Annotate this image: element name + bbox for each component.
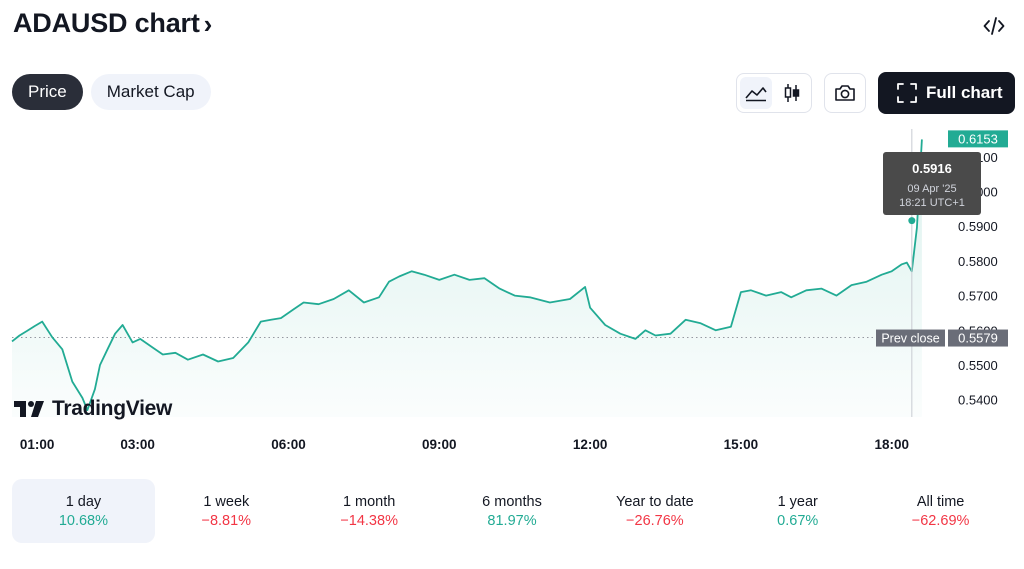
period-1-month[interactable]: 1 month −14.38% [298, 479, 441, 543]
last-price-badge [948, 130, 1008, 148]
tab-market-cap[interactable]: Market Cap [90, 74, 211, 110]
period-change: −26.76% [626, 512, 684, 529]
fullscreen-icon [897, 83, 917, 103]
price-tooltip: 0.5916 09 Apr '25 18:21 UTC+1 [883, 152, 981, 215]
period-performance-bar: 1 day 10.68% 1 week −8.81% 1 month −14.3… [12, 479, 1012, 543]
page-title: ADAUSD chart [13, 8, 200, 38]
line-chart-button[interactable] [740, 77, 772, 109]
period-1-day[interactable]: 1 day 10.68% [12, 479, 155, 543]
tab-price[interactable]: Price [12, 74, 83, 110]
chart-title-link[interactable]: ADAUSD chart › [13, 8, 212, 39]
chart-toolbar: Full chart [736, 72, 1015, 114]
y-tick-label: 0.5400 [958, 393, 998, 408]
period-change: 81.97% [487, 512, 537, 529]
period-year-to-date[interactable]: Year to date −26.76% [583, 479, 726, 543]
tooltip-time: 18:21 UTC+1 [899, 197, 965, 209]
tradingview-logo-icon [14, 401, 44, 417]
period-all-time[interactable]: All time −62.69% [869, 479, 1012, 543]
x-tick-label: 01:00 [20, 437, 55, 452]
price-chart[interactable]: 0.54000.55000.56000.57000.58000.59000.60… [0, 125, 1024, 460]
x-tick-label: 09:00 [422, 437, 457, 452]
y-tick-label: 0.5900 [958, 219, 998, 234]
x-tick-label: 18:00 [874, 437, 909, 452]
embed-code-button[interactable] [982, 14, 1006, 38]
prev-close-tag [876, 329, 945, 347]
period-change: 0.67% [777, 512, 819, 529]
price-chart-svg[interactable]: 0.54000.55000.56000.57000.58000.59000.60… [0, 125, 1024, 460]
period-label: 1 week [203, 493, 250, 510]
last-price-label: 0.6153 [958, 131, 998, 146]
x-tick-label: 15:00 [724, 437, 759, 452]
y-tick-label: 0.5500 [958, 358, 998, 373]
period-change: −8.81% [201, 512, 252, 529]
period-6-months[interactable]: 6 months 81.97% [441, 479, 584, 543]
price-area-fill [12, 139, 922, 417]
x-tick-label: 12:00 [573, 437, 608, 452]
chevron-right-icon: › [203, 8, 213, 39]
tradingview-wordmark: TradingView [52, 397, 173, 420]
y-tick-label: 0.5700 [958, 289, 998, 304]
tooltip-date: 09 Apr '25 [907, 183, 957, 195]
chart-mode-tabs: Price Market Cap [12, 74, 211, 110]
period-label: 6 months [482, 493, 542, 510]
full-chart-label: Full chart [926, 83, 1003, 102]
period-change: 10.68% [58, 512, 109, 529]
prev-close-value-label: 0.5579 [958, 331, 998, 346]
price-series-line [11, 139, 923, 411]
period-label: 1 month [342, 493, 396, 510]
period-label: 1 day [65, 493, 102, 510]
period-change: −62.69% [911, 512, 970, 529]
x-tick-label: 06:00 [271, 437, 306, 452]
camera-icon [835, 85, 855, 101]
period-label: 1 year [777, 493, 818, 510]
tooltip-value: 0.5916 [912, 161, 952, 176]
candlestick-button[interactable] [776, 77, 808, 109]
full-chart-button[interactable]: Full chart [878, 72, 1015, 114]
chart-type-group [736, 73, 812, 113]
prev-close-badge-label: Prev close [881, 332, 939, 346]
code-embed-icon [983, 17, 1005, 35]
period-1-year[interactable]: 1 year 0.67% [726, 479, 869, 543]
tradingview-watermark: TradingView [14, 397, 172, 421]
line-chart-icon [745, 87, 767, 102]
period-1-week[interactable]: 1 week −8.81% [155, 479, 298, 543]
prev-close-value-badge [948, 329, 1008, 347]
snapshot-button[interactable] [824, 73, 866, 113]
hover-point [908, 217, 916, 225]
x-tick-label: 03:00 [120, 437, 155, 452]
y-tick-label: 0.5800 [958, 254, 998, 269]
candlestick-icon [784, 84, 800, 102]
period-label: Year to date [616, 493, 694, 510]
period-label: All time [916, 493, 965, 510]
period-change: −14.38% [340, 512, 398, 529]
